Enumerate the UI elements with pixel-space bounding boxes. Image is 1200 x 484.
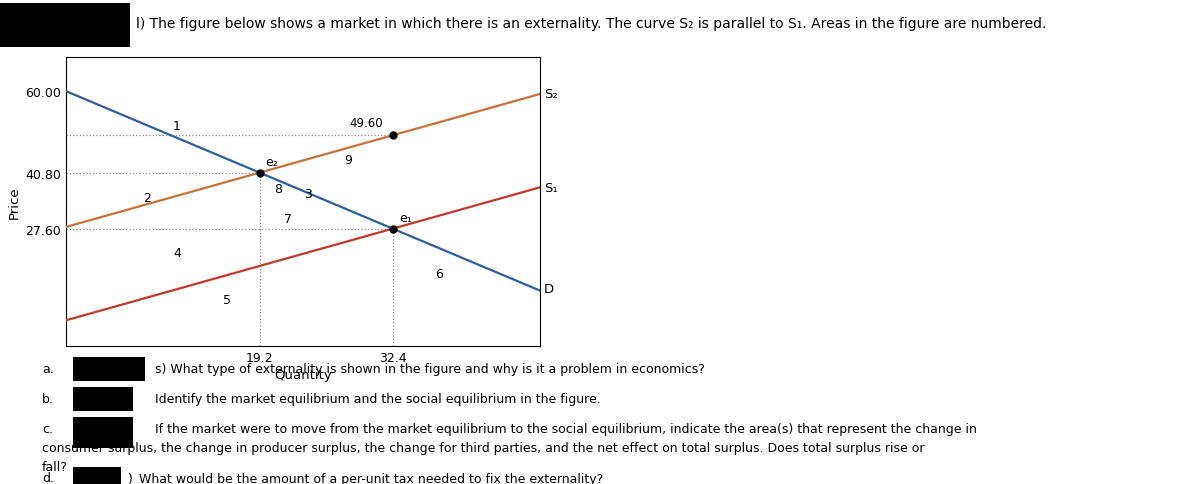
X-axis label: Quantity: Quantity <box>274 368 332 381</box>
Text: 2: 2 <box>143 191 151 204</box>
Text: 4: 4 <box>173 246 181 259</box>
Text: D: D <box>544 282 554 295</box>
Text: 6: 6 <box>436 268 443 281</box>
Text: a.: a. <box>42 363 54 376</box>
Text: 49.60: 49.60 <box>349 117 383 130</box>
Text: 3: 3 <box>304 187 312 200</box>
Bar <box>73 387 133 411</box>
Text: c.: c. <box>42 422 53 435</box>
Text: 8: 8 <box>274 183 282 196</box>
Text: What would be the amount of a per-unit tax needed to fix the externality?: What would be the amount of a per-unit t… <box>139 472 604 484</box>
Text: b.: b. <box>42 393 54 405</box>
Text: If the market were to move from the market equilibrium to the social equilibrium: If the market were to move from the mark… <box>155 422 977 435</box>
Bar <box>73 358 144 381</box>
Text: consumer surplus, the change in producer surplus, the change for third parties, : consumer surplus, the change in producer… <box>42 441 924 454</box>
Text: 9: 9 <box>344 153 353 166</box>
Bar <box>73 417 133 448</box>
Text: fall?: fall? <box>42 460 68 473</box>
Text: l) The figure below shows a market in which there is an externality. The curve S: l) The figure below shows a market in wh… <box>136 17 1046 31</box>
Text: s) What type of externality is shown in the figure and why is it a problem in ec: s) What type of externality is shown in … <box>155 363 704 376</box>
Text: 5: 5 <box>223 293 232 306</box>
Text: e₁: e₁ <box>398 211 412 224</box>
Text: S₁: S₁ <box>544 182 558 195</box>
Text: d.: d. <box>42 471 54 484</box>
Text: Identify the market equilibrium and the social equilibrium in the figure.: Identify the market equilibrium and the … <box>155 393 601 405</box>
Y-axis label: Price: Price <box>8 186 22 218</box>
Bar <box>0 3 130 48</box>
Text: ): ) <box>128 472 133 484</box>
Text: S₂: S₂ <box>544 88 558 101</box>
Text: 1: 1 <box>173 120 181 132</box>
Bar <box>73 467 121 484</box>
Text: e₂: e₂ <box>265 155 278 168</box>
Text: 7: 7 <box>284 212 292 226</box>
